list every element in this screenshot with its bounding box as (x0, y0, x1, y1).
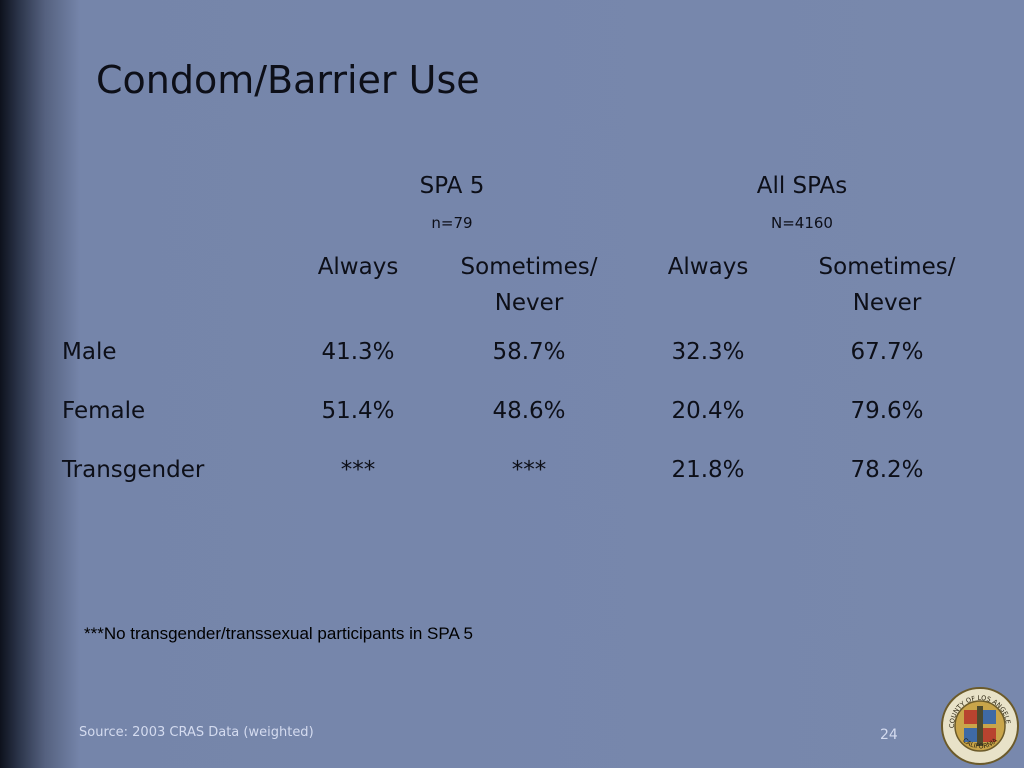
table-cell: 48.6% (492, 398, 566, 424)
column-header: Always (317, 254, 399, 280)
page-number: 24 (880, 727, 898, 743)
row-label: Transgender (62, 457, 205, 483)
table-cell: 32.3% (671, 339, 745, 365)
table-cell: 79.6% (850, 398, 924, 424)
column-header: Sometimes/ Never (460, 254, 598, 316)
table-cell: 67.7% (850, 339, 924, 365)
seal: COUNTY OF LOS ANGELES CALIFORNIA (940, 686, 1019, 765)
table-cell: 58.7% (492, 339, 566, 365)
source: Source: 2003 CRAS Data (weighted) (79, 725, 314, 740)
column-header: Sometimes/ Never (818, 254, 956, 316)
slide-title: Condom/Barrier Use (96, 58, 480, 102)
group-n: N=4160 (771, 214, 833, 232)
table-cell: 51.4% (321, 398, 395, 424)
table-cell: 20.4% (671, 398, 745, 424)
table-cell: 41.3% (321, 339, 395, 365)
group-header: SPA 5 (419, 173, 485, 199)
table-cell: *** (511, 457, 547, 483)
row-label: Male (62, 339, 117, 365)
group-n: n=79 (431, 214, 473, 232)
column-header: Always (667, 254, 749, 280)
table-cell: 78.2% (850, 457, 924, 483)
table-cell: 21.8% (671, 457, 745, 483)
row-label: Female (62, 398, 146, 424)
table-cell: *** (340, 457, 376, 483)
group-header: All SPAs (756, 173, 848, 199)
footnote: ***No transgender/transsexual participan… (84, 624, 474, 643)
